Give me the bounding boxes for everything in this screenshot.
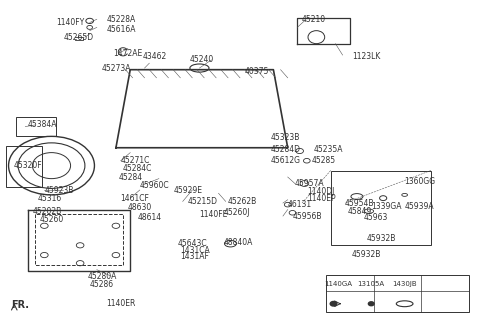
- Text: 45260: 45260: [39, 215, 64, 224]
- Text: 1140FY: 1140FY: [56, 18, 84, 27]
- Circle shape: [330, 301, 337, 306]
- Text: 45963: 45963: [364, 213, 388, 222]
- Text: 45284: 45284: [118, 173, 143, 181]
- Text: 1461CF: 1461CF: [120, 194, 150, 203]
- Text: 1140ER: 1140ER: [107, 299, 136, 308]
- Text: 13105A: 13105A: [358, 281, 385, 287]
- Text: 1431CA: 1431CA: [180, 246, 210, 255]
- Text: 45954B: 45954B: [345, 198, 374, 208]
- Text: 48630: 48630: [128, 203, 152, 213]
- Text: 45320F: 45320F: [13, 161, 42, 170]
- Text: 45260J: 45260J: [223, 208, 250, 217]
- Text: 1140GA: 1140GA: [324, 281, 352, 287]
- Text: 1123LK: 1123LK: [352, 52, 381, 61]
- Text: 45240: 45240: [190, 55, 214, 64]
- Text: 45235A: 45235A: [314, 145, 344, 154]
- Text: 45271C: 45271C: [120, 156, 150, 165]
- Text: 45323B: 45323B: [271, 133, 300, 142]
- Bar: [16, 117, 56, 136]
- Text: 1430JB: 1430JB: [392, 281, 417, 287]
- Text: 45316: 45316: [37, 194, 61, 203]
- Bar: [6, 146, 42, 187]
- Text: 1472AE: 1472AE: [114, 49, 143, 58]
- Text: 45643C: 45643C: [178, 239, 207, 248]
- Text: 43462: 43462: [142, 52, 167, 61]
- Text: 45285: 45285: [312, 156, 336, 165]
- Text: 45286: 45286: [90, 280, 114, 289]
- Text: FR.: FR.: [11, 300, 29, 311]
- Text: 46131: 46131: [288, 200, 312, 209]
- Text: 45923B: 45923B: [44, 186, 74, 195]
- Text: 1360GG: 1360GG: [405, 177, 436, 186]
- Text: 45960C: 45960C: [140, 181, 169, 190]
- Text: 45956B: 45956B: [292, 212, 322, 220]
- Text: 45932B: 45932B: [366, 234, 396, 243]
- Text: 45284C: 45284C: [123, 164, 153, 174]
- Text: 45957A: 45957A: [295, 179, 324, 188]
- Text: 1339GA: 1339GA: [371, 202, 402, 211]
- Text: 45849: 45849: [348, 207, 372, 215]
- Text: 45929E: 45929E: [173, 186, 202, 195]
- Text: 48614: 48614: [137, 213, 162, 222]
- Text: 45616A: 45616A: [107, 25, 136, 33]
- Text: 1140EP: 1140EP: [307, 194, 336, 203]
- Text: 45273A: 45273A: [102, 64, 131, 72]
- Bar: [331, 171, 431, 245]
- Text: 45932B: 45932B: [352, 250, 381, 259]
- Text: 45262B: 45262B: [228, 197, 257, 206]
- Text: 1431AF: 1431AF: [180, 252, 209, 261]
- Circle shape: [368, 302, 374, 306]
- Text: 48840A: 48840A: [223, 237, 252, 247]
- Text: 45228A: 45228A: [107, 15, 136, 24]
- Text: 45284D: 45284D: [271, 145, 301, 154]
- Text: 45202B: 45202B: [33, 207, 61, 215]
- Text: 45210: 45210: [302, 15, 326, 24]
- Bar: [326, 275, 469, 312]
- Text: 45215D: 45215D: [188, 197, 217, 206]
- Text: 45939A: 45939A: [405, 202, 434, 211]
- Text: 45612G: 45612G: [271, 156, 301, 165]
- Text: 45384A: 45384A: [28, 120, 57, 130]
- Text: 1140DJ: 1140DJ: [307, 187, 334, 196]
- Text: 45265D: 45265D: [63, 33, 94, 42]
- Text: 45280A: 45280A: [87, 272, 117, 281]
- Text: 40375: 40375: [245, 67, 269, 76]
- Text: 1140FE: 1140FE: [199, 210, 228, 219]
